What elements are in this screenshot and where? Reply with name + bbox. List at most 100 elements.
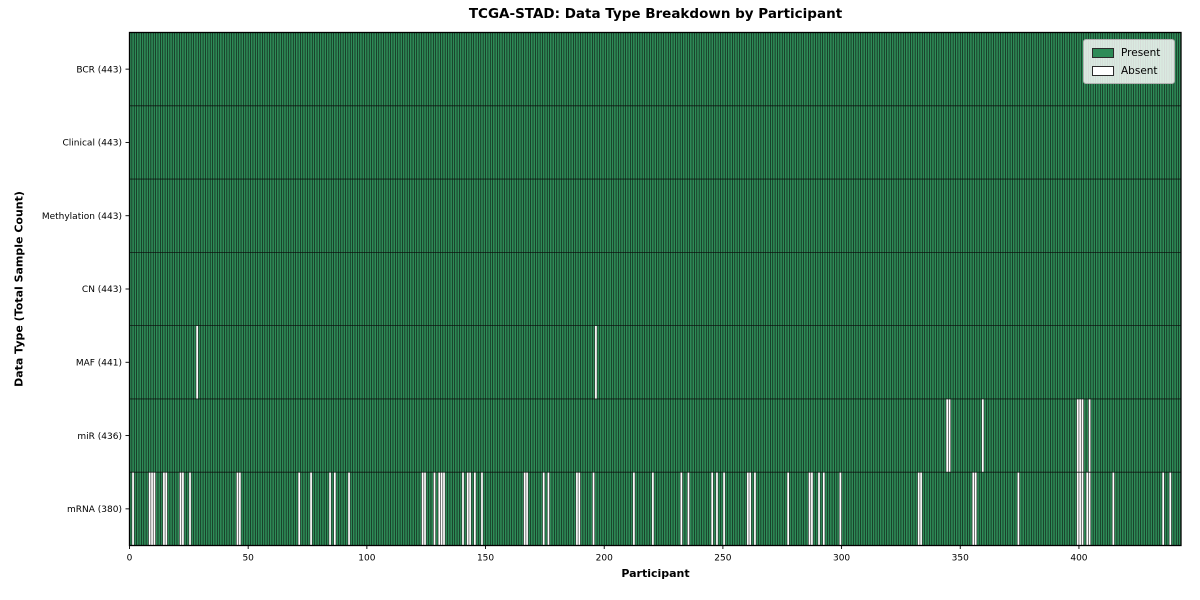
absent-cell-mRNA-10	[153, 472, 156, 546]
row-boundaries	[129, 105, 1181, 473]
x-tick-label: 200	[596, 554, 613, 564]
absent-cell-mRNA-123	[421, 472, 424, 546]
absent-cell-miR-359	[981, 398, 984, 473]
absent-cell-mRNA-21	[179, 472, 182, 546]
absent-cell-miR-401	[1081, 398, 1084, 473]
absent-cell-mRNA-212	[632, 472, 636, 546]
y-tick-label-CN: CN (443)	[82, 285, 122, 295]
x-tick-label: 300	[833, 554, 850, 564]
absent-cell-mRNA-84	[328, 472, 332, 546]
absent-cell-mRNA-124	[423, 472, 427, 546]
absent-cell-mRNA-403	[1086, 472, 1089, 546]
absent-cell-mRNA-333	[919, 472, 923, 546]
absent-cell-MAF-28	[195, 325, 199, 399]
x-tick-label: 400	[1070, 554, 1087, 564]
x-tick-label: 100	[358, 554, 375, 564]
absent-cell-mRNA-435	[1162, 472, 1165, 546]
absent-cell-mRNA-286	[808, 472, 811, 546]
absent-cell-mRNA-292	[822, 472, 825, 546]
absent-cell-mRNA-92	[347, 472, 351, 546]
absent-cell-mRNA-299	[839, 472, 842, 546]
x-tick-label: 50	[242, 554, 254, 564]
y-tick-label-BCR: BCR (443)	[76, 65, 122, 75]
legend-item-present: Present	[1092, 45, 1166, 60]
x-tick-label: 150	[477, 554, 494, 564]
absent-cell-mRNA-355	[972, 472, 975, 546]
absent-cell-mRNA-25	[188, 472, 192, 546]
absent-cell-mRNA-1	[131, 472, 135, 546]
x-tick-label: 250	[714, 554, 731, 564]
absent-cell-mRNA-188	[575, 472, 579, 546]
present-swatch-icon	[1092, 47, 1114, 58]
absent-cell-mRNA-400	[1078, 472, 1082, 546]
absent-cell-mRNA-250	[722, 472, 726, 546]
chart-title: TCGA-STAD: Data Type Breakdown by Partic…	[468, 6, 843, 22]
absent-cell-mRNA-131	[440, 472, 443, 546]
absent-cell-mRNA-290	[817, 472, 821, 546]
absent-cell-mRNA-245	[711, 472, 714, 546]
x-tick-label: 350	[952, 554, 969, 564]
absent-swatch-icon	[1092, 65, 1114, 76]
absent-cell-miR-399	[1076, 398, 1079, 473]
absent-cell-mRNA-166	[523, 472, 526, 546]
absent-cell-mRNA-404	[1088, 472, 1091, 546]
absent-cell-mRNA-414	[1112, 472, 1115, 546]
absent-cell-mRNA-130	[438, 472, 441, 546]
absent-cell-mRNA-22	[181, 472, 185, 546]
y-tick-label-miR: miR (436)	[77, 432, 122, 442]
present-cells	[129, 32, 1181, 546]
absent-cell-mRNA-399	[1076, 472, 1079, 546]
x-tick-label: 0	[127, 554, 133, 564]
absent-cell-mRNA-14	[162, 472, 166, 546]
absent-cell-mRNA-220	[651, 472, 655, 546]
y-tick-label-Clinical: Clinical (443)	[62, 139, 122, 149]
absent-cell-mRNA-143	[468, 472, 472, 546]
x-axis-label: Participant	[621, 567, 690, 580]
absent-cell-mRNA-232	[680, 472, 683, 546]
absent-cell-mRNA-287	[810, 472, 814, 546]
legend-label-absent: Absent	[1121, 64, 1158, 77]
legend: Present Absent	[1083, 39, 1175, 84]
absent-cell-mRNA-45	[236, 472, 239, 546]
y-tick-label-MAF: MAF (441)	[76, 358, 122, 368]
absent-cell-mRNA-167	[525, 472, 529, 546]
absent-cell-mRNA-189	[578, 472, 581, 546]
absent-cell-mRNA-356	[974, 472, 977, 546]
absent-cell-mRNA-332	[917, 472, 920, 546]
absent-cell-miR-345	[948, 398, 951, 473]
absent-cell-mRNA-195	[592, 472, 595, 546]
absent-cell-mRNA-148	[480, 472, 484, 546]
absent-cell-miR-400	[1078, 398, 1082, 473]
absent-cell-miR-344	[946, 398, 949, 473]
absent-cell-mRNA-260	[746, 472, 749, 546]
absent-cell-mRNA-247	[715, 472, 719, 546]
absent-cell-mRNA-374	[1017, 472, 1020, 546]
absent-cell-mRNA-71	[298, 472, 301, 546]
absent-cell-mRNA-140	[461, 472, 465, 546]
absent-cell-mRNA-176	[547, 472, 550, 546]
absent-cell-mRNA-128	[433, 472, 436, 546]
absent-cell-mRNA-46	[238, 472, 242, 546]
legend-item-absent: Absent	[1092, 63, 1166, 78]
absent-cell-mRNA-174	[542, 472, 545, 546]
absent-cell-mRNA-401	[1081, 472, 1084, 546]
absent-cell-mRNA-86	[333, 472, 336, 546]
absent-cell-mRNA-261	[749, 472, 752, 546]
absent-cell-mRNA-76	[309, 472, 313, 546]
absent-cell-MAF-196	[594, 325, 598, 399]
absent-cell-miR-404	[1088, 398, 1091, 473]
absent-cell-mRNA-15	[165, 472, 168, 546]
absent-cell-mRNA-235	[687, 472, 690, 546]
absent-cell-mRNA-145	[473, 472, 477, 546]
legend-label-present: Present	[1121, 46, 1161, 59]
absent-cell-mRNA-9	[150, 472, 154, 546]
y-tick-label-mRNA: mRNA (380)	[67, 505, 122, 515]
absent-cell-mRNA-8	[148, 472, 151, 546]
absent-cell-mRNA-277	[786, 472, 790, 546]
absent-cell-mRNA-263	[753, 472, 757, 546]
absent-cell-mRNA-142	[466, 472, 469, 546]
y-tick-label-Methylation: Methylation (443)	[42, 212, 122, 222]
absent-cell-mRNA-132	[442, 472, 446, 546]
